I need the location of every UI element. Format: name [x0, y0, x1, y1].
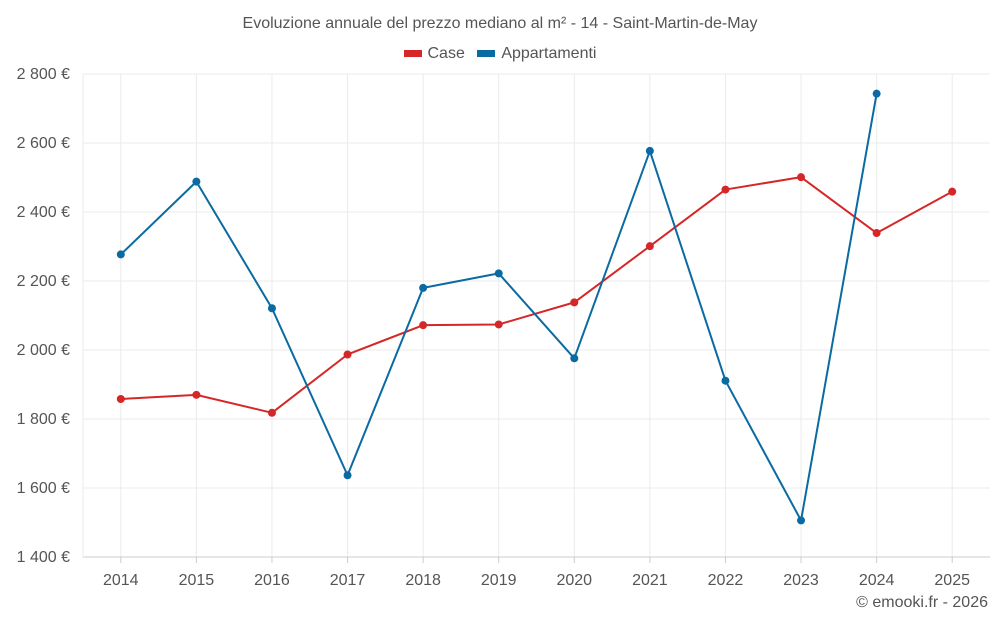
- legend-swatch-case: [403, 50, 422, 58]
- x-tick-label: 2020: [556, 572, 592, 589]
- data-point-appartamenti[interactable]: [645, 146, 654, 155]
- x-tick-label: 2014: [103, 572, 139, 589]
- x-tick-label: 2023: [783, 572, 819, 589]
- data-point-appartamenti[interactable]: [570, 354, 579, 363]
- x-tick-label: 2015: [179, 572, 215, 589]
- legend-swatch-appartamenti: [477, 50, 496, 58]
- y-tick-label: 2 800 €: [17, 66, 70, 83]
- data-point-case[interactable]: [645, 242, 654, 251]
- x-tick-label: 2016: [254, 572, 290, 589]
- y-tick-label: 1 600 €: [17, 480, 70, 497]
- x-tick-label: 2017: [330, 572, 366, 589]
- data-point-case[interactable]: [267, 408, 276, 417]
- data-point-appartamenti[interactable]: [419, 283, 428, 292]
- y-tick-label: 2 600 €: [17, 135, 70, 152]
- data-point-appartamenti[interactable]: [192, 177, 201, 186]
- x-tick-label: 2025: [934, 572, 970, 589]
- series: [116, 89, 957, 525]
- data-point-case[interactable]: [570, 298, 579, 307]
- legend-item-appartamenti[interactable]: Appartamenti: [477, 45, 596, 63]
- axes: 1 400 € 1 600 € 1 800 € 2 000 € 2 200 € 2 400…: [17, 66, 990, 589]
- y-tick-label: 2 400 €: [17, 204, 70, 221]
- data-point-case[interactable]: [343, 350, 352, 359]
- legend-item-case[interactable]: Case: [403, 45, 465, 63]
- data-point-appartamenti[interactable]: [797, 516, 806, 525]
- data-point-case[interactable]: [948, 187, 957, 196]
- chart-title: Evoluzione annuale del prezzo mediano al…: [242, 15, 758, 32]
- y-tick-label: 2 200 €: [17, 273, 70, 290]
- series-line-case: [120, 176, 953, 414]
- data-point-appartamenti[interactable]: [343, 471, 352, 480]
- x-tick-label: 2018: [405, 572, 441, 589]
- legend-label-case: Case: [427, 45, 465, 62]
- data-point-appartamenti[interactable]: [116, 250, 125, 259]
- y-tick-label: 2 000 €: [17, 342, 70, 359]
- x-tick-label: 2024: [859, 572, 895, 589]
- x-tick-label: 2021: [632, 572, 668, 589]
- data-point-case[interactable]: [192, 390, 201, 399]
- data-point-appartamenti[interactable]: [494, 269, 503, 278]
- copyright: © emooki.fr - 2026: [856, 594, 988, 611]
- data-point-appartamenti[interactable]: [267, 304, 276, 313]
- data-point-case[interactable]: [797, 173, 806, 182]
- x-tick-label: 2022: [708, 572, 744, 589]
- y-tick-label: 1 800 €: [17, 411, 70, 428]
- data-point-case[interactable]: [419, 321, 428, 330]
- y-tick-label: 1 400 €: [17, 549, 70, 566]
- data-point-appartamenti[interactable]: [872, 89, 881, 98]
- legend: Case Appartamenti: [0, 45, 1000, 63]
- data-point-appartamenti[interactable]: [721, 376, 730, 385]
- x-tick-label: 2019: [481, 572, 517, 589]
- data-point-case[interactable]: [116, 394, 125, 403]
- data-point-case[interactable]: [872, 229, 881, 238]
- data-point-case[interactable]: [494, 320, 503, 329]
- data-point-case[interactable]: [721, 185, 730, 194]
- legend-label-appartamenti: Appartamenti: [501, 45, 597, 62]
